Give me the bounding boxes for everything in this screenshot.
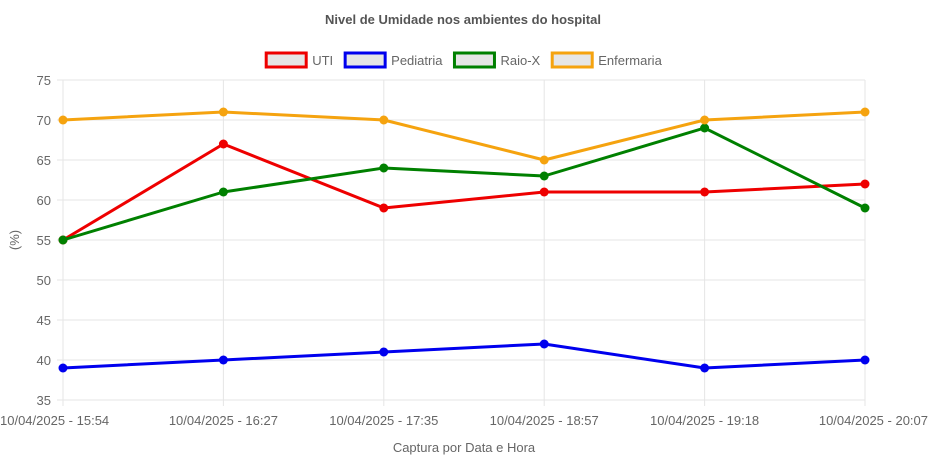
data-point-raio-x: [379, 163, 389, 173]
x-tick-label: 10/04/2025 - 15:54: [0, 413, 109, 428]
legend-item-pediatria[interactable]: Pediatria: [343, 51, 443, 69]
data-point-pediatria: [379, 347, 389, 357]
legend-swatch-pediatria: [343, 51, 387, 69]
y-tick-label: 45: [37, 313, 51, 328]
y-tick-label: 35: [37, 393, 51, 408]
series-line-pediatria: [62, 342, 866, 370]
data-point-enfermaria: [700, 115, 710, 125]
series-raio-x: [58, 123, 870, 245]
data-point-enfermaria: [218, 107, 228, 117]
x-tick-label: 10/04/2025 - 16:27: [169, 413, 278, 428]
data-point-uti: [218, 139, 228, 149]
legend: UTI Pediatria Raio-X Enfermaria: [264, 51, 663, 69]
y-tick-label: 50: [37, 273, 51, 288]
y-tick-label: 55: [37, 233, 51, 248]
grid: [57, 79, 866, 406]
y-axis-ticks: 35 40 45 50 55 60 65 70 75: [37, 73, 51, 408]
series-pediatria: [58, 339, 870, 373]
legend-swatch-uti: [264, 51, 308, 69]
series: [58, 107, 870, 373]
y-tick-label: 70: [37, 113, 51, 128]
data-point-uti: [860, 179, 870, 189]
x-tick-label: 10/04/2025 - 17:35: [329, 413, 438, 428]
data-point-pediatria: [539, 339, 549, 349]
legend-item-uti[interactable]: UTI: [264, 51, 333, 69]
y-tick-label: 60: [37, 193, 51, 208]
legend-label-raio-x: Raio-X: [500, 53, 540, 68]
chart-title: Nivel de Umidade nos ambientes do hospit…: [325, 12, 601, 27]
series-uti: [58, 139, 870, 245]
series-line-raio-x: [62, 126, 866, 242]
data-point-enfermaria: [58, 115, 68, 125]
series-enfermaria: [58, 107, 870, 165]
x-axis-ticks: 10/04/2025 - 15:54 10/04/2025 - 16:27 10/0…: [0, 413, 928, 428]
data-point-pediatria: [58, 363, 68, 373]
data-point-raio-x: [58, 235, 68, 245]
legend-item-enfermaria[interactable]: Enfermaria: [550, 51, 663, 69]
data-point-uti: [700, 187, 710, 197]
data-point-enfermaria: [860, 107, 870, 117]
data-point-enfermaria: [539, 155, 549, 165]
x-axis-title: Captura por Data e Hora: [393, 440, 536, 455]
series-line-uti: [62, 142, 866, 242]
data-point-uti: [379, 203, 389, 213]
x-tick-label: 10/04/2025 - 20:07: [819, 413, 928, 428]
series-line-enfermaria: [62, 110, 866, 162]
y-tick-label: 65: [37, 153, 51, 168]
y-tick-label: 75: [37, 73, 51, 88]
x-tick-label: 10/04/2025 - 18:57: [490, 413, 599, 428]
data-point-pediatria: [700, 363, 710, 373]
data-point-raio-x: [700, 123, 710, 133]
data-point-uti: [539, 187, 549, 197]
legend-label-enfermaria: Enfermaria: [598, 53, 662, 68]
y-axis-title: (%): [7, 230, 22, 250]
legend-label-uti: UTI: [312, 53, 333, 68]
data-point-pediatria: [218, 355, 228, 365]
legend-swatch-raio-x: [452, 51, 496, 69]
data-point-raio-x: [539, 171, 549, 181]
data-point-pediatria: [860, 355, 870, 365]
legend-swatch-enfermaria: [550, 51, 594, 69]
legend-label-pediatria: Pediatria: [391, 53, 443, 68]
data-point-enfermaria: [379, 115, 389, 125]
data-point-raio-x: [218, 187, 228, 197]
y-tick-label: 40: [37, 353, 51, 368]
legend-item-raio-x[interactable]: Raio-X: [452, 51, 541, 69]
data-point-raio-x: [860, 203, 870, 213]
x-tick-label: 10/04/2025 - 19:18: [650, 413, 759, 428]
